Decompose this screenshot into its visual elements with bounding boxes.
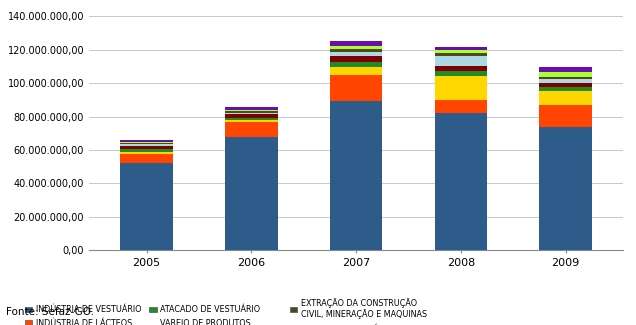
Bar [120, 144, 173, 146]
Bar [120, 146, 173, 149]
Bar [330, 56, 382, 62]
Bar [539, 77, 592, 79]
Bar [539, 126, 592, 250]
Bar [435, 76, 487, 100]
Bar [120, 142, 173, 143]
Bar [225, 118, 277, 120]
Bar [539, 72, 592, 77]
Bar [435, 100, 487, 113]
Bar [330, 67, 382, 75]
Bar [435, 47, 487, 50]
Bar [330, 49, 382, 52]
Bar [120, 152, 173, 154]
Bar [435, 71, 487, 76]
Bar [225, 120, 277, 123]
Bar [330, 41, 382, 46]
Bar [539, 87, 592, 91]
Text: Fonte: Sefaz-GO.: Fonte: Sefaz-GO. [6, 307, 94, 317]
Bar [225, 123, 277, 136]
Legend: INDÚSTRIA DE VESTUÁRIO, INDÚSTRIA DE LÁCTEOS, INDÚSTRIA DE CARNES, ATACADO DE VE: INDÚSTRIA DE VESTUÁRIO, INDÚSTRIA DE LÁC… [24, 296, 428, 325]
Bar [539, 91, 592, 105]
Bar [539, 105, 592, 126]
Bar [435, 56, 487, 66]
Bar [435, 53, 487, 56]
Bar [435, 113, 487, 250]
Bar [225, 113, 277, 114]
Bar [120, 143, 173, 144]
Bar [539, 83, 592, 87]
Bar [120, 149, 173, 152]
Bar [330, 75, 382, 101]
Bar [435, 66, 487, 71]
Bar [120, 163, 173, 250]
Bar [330, 46, 382, 49]
Bar [539, 79, 592, 83]
Bar [120, 140, 173, 142]
Bar [539, 67, 592, 72]
Bar [225, 111, 277, 113]
Bar [330, 62, 382, 67]
Bar [435, 50, 487, 53]
Bar [120, 154, 173, 163]
Bar [225, 110, 277, 111]
Bar [330, 52, 382, 56]
Bar [225, 136, 277, 250]
Bar [330, 101, 382, 250]
Bar [225, 114, 277, 118]
Bar [225, 107, 277, 110]
